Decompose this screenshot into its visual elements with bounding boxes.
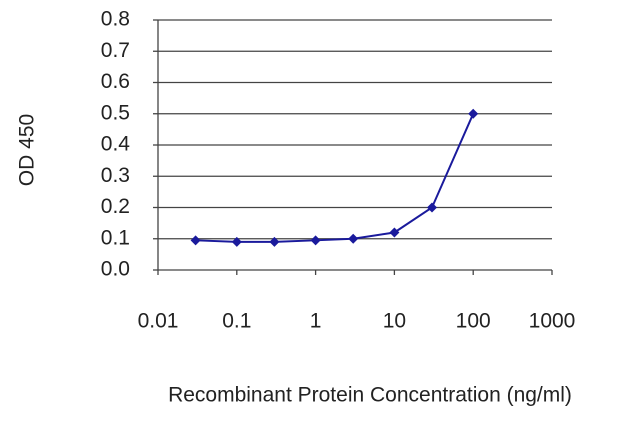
y-tick-label: 0.4 [101, 133, 131, 156]
x-axis-title: Recombinant Protein Concentration (ng/ml… [168, 384, 572, 407]
y-tick-label: 0.2 [101, 195, 130, 218]
y-tick-label: 0.6 [101, 70, 130, 93]
data-point [389, 227, 400, 238]
x-tick-label: 0.01 [138, 310, 179, 333]
data-point [468, 108, 479, 119]
x-tick-label: 1 [310, 310, 322, 333]
y-tick-label: 0.1 [101, 226, 130, 249]
x-tick-label: 10 [383, 310, 406, 333]
data-point [310, 235, 321, 246]
x-tick-label: 1000 [529, 310, 576, 333]
data-point [190, 235, 201, 246]
y-tick-label: 0.7 [101, 39, 130, 62]
data-line [195, 113, 475, 243]
y-tick-label: 0.0 [101, 258, 130, 281]
x-tick-label: 100 [456, 310, 491, 333]
y-axis-title: OD 450 [16, 114, 39, 186]
data-point [231, 236, 242, 247]
data-point [426, 202, 437, 213]
y-tick-label: 0.3 [101, 164, 130, 187]
data-point [348, 233, 359, 244]
x-tick-label: 0.1 [222, 310, 251, 333]
y-tick-label: 0.5 [101, 101, 130, 124]
data-point [269, 236, 280, 247]
y-tick-label: 0.8 [101, 8, 130, 31]
